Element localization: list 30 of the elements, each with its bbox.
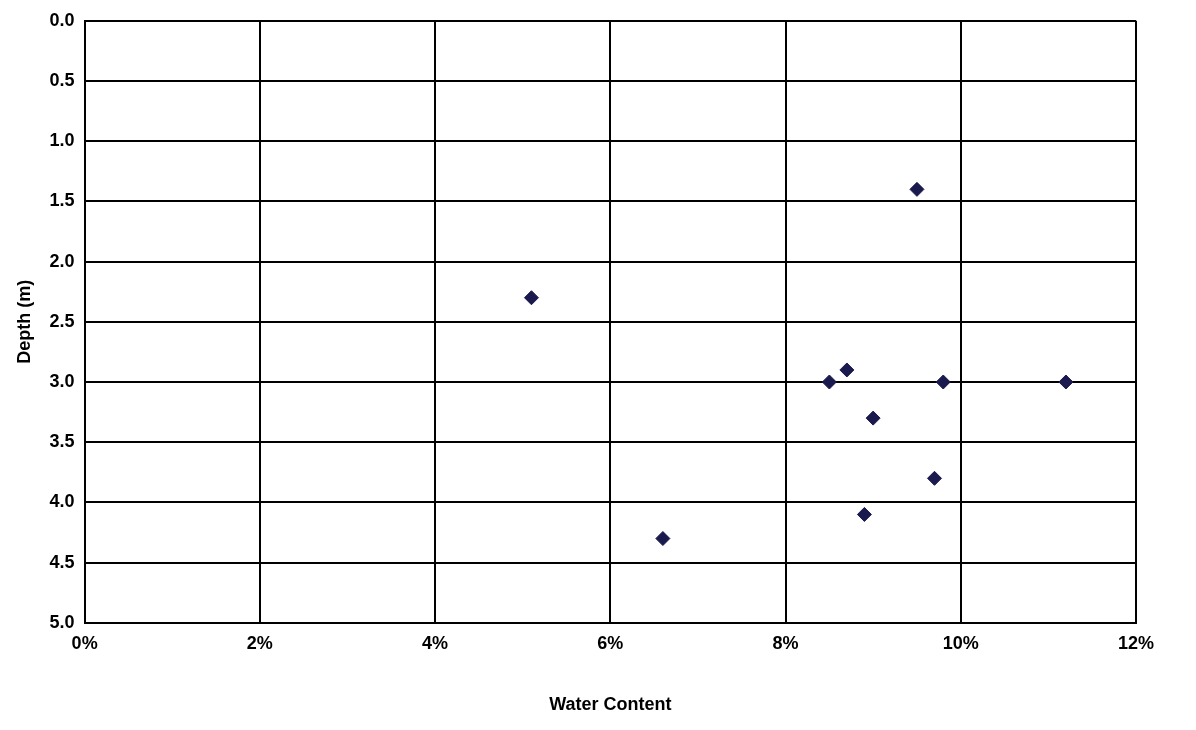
y-tick-label: 0.0 (49, 9, 75, 30)
point (1058, 374, 1074, 390)
y-tick-label: 2.5 (49, 310, 75, 331)
point (926, 470, 942, 486)
x-axis-title: Water Content (549, 694, 672, 715)
point (839, 362, 855, 378)
x-tick-label: 10% (942, 632, 979, 653)
y-tick-label: 1.0 (49, 130, 75, 151)
y-tick-label: 4.0 (49, 491, 75, 512)
point (909, 181, 925, 197)
y-tick-label: 3.0 (49, 370, 75, 391)
point (935, 374, 951, 390)
y-tick-label: 5.0 (49, 611, 75, 632)
y-tick-label: 2.0 (49, 250, 75, 271)
y-tick-label: 4.5 (49, 551, 75, 572)
x-tick-label: 2% (246, 632, 273, 653)
x-tick-label: 8% (772, 632, 799, 653)
x-tick-label: 12% (1117, 632, 1155, 653)
x-tick-label: 6% (597, 632, 624, 653)
point (856, 506, 872, 522)
y-tick-label: 1.5 (49, 190, 75, 211)
point (865, 410, 881, 426)
x-tick-label: 0% (71, 632, 98, 653)
point (523, 290, 539, 306)
point (821, 374, 837, 390)
y-axis-title: Depth (m) (13, 279, 34, 364)
y-tick-label: 0.5 (49, 69, 75, 90)
point (655, 531, 671, 547)
x-tick-label: 4% (422, 632, 449, 653)
y-tick-label: 3.5 (49, 431, 75, 452)
